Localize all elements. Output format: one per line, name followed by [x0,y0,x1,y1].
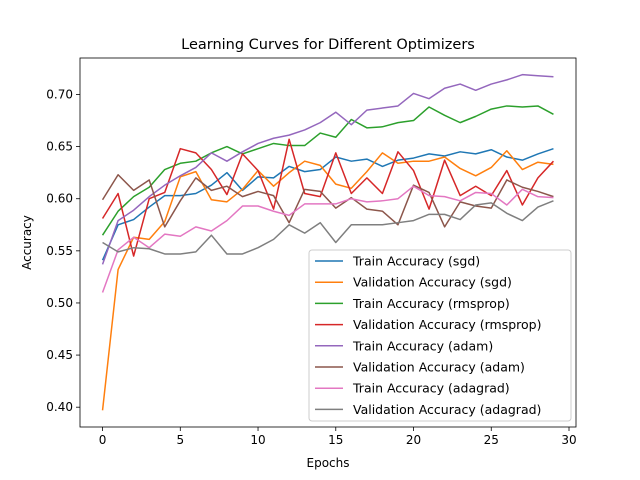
y-tick-label: 0.55 [46,244,73,258]
y-axis-label: Accuracy [20,215,34,270]
legend-label: Validation Accuracy (adam) [353,360,525,375]
x-tick-label: 0 [99,433,107,447]
legend-label: Validation Accuracy (sgd) [353,275,512,290]
plot-area-frame [79,57,577,428]
series-lines [101,73,554,411]
x-axis-label: Epochs [307,456,350,470]
series-line-6 [101,174,554,228]
legend-label: Train Accuracy (rmsprop) [352,296,510,311]
legend-label: Train Accuracy (sgd) [352,254,480,269]
x-tick-label: 10 [250,433,265,447]
chart-legend: Train Accuracy (sgd) Validation Accuracy … [308,249,572,422]
x-tick-label: 25 [484,433,499,447]
legend-label: Validation Accuracy (rmsprop) [353,317,541,332]
x-tick-label: 5 [176,433,184,447]
series-line-4 [101,138,554,257]
y-tick-label: 0.50 [46,296,73,310]
legend-box [308,249,572,422]
series-line-5 [101,73,554,265]
chart-title: Learning Curves for Different Optimizers [181,37,475,53]
legend-label: Train Accuracy (adagrad) [352,381,510,396]
series-line-1 [101,147,554,261]
y-tick-label: 0.45 [46,348,73,362]
y-tick-label: 0.40 [46,400,73,414]
y-tick-label: 0.65 [46,140,73,154]
x-tick-label: 30 [561,433,576,447]
x-tick-label: 15 [328,433,343,447]
y-tick-label: 0.60 [46,192,73,206]
series-line-7 [101,185,554,293]
y-axis-ticks: 0.40 0.45 0.50 0.55 0.60 0.65 0.70 [46,87,80,414]
series-line-3 [101,105,554,236]
x-tick-label: 20 [406,433,421,447]
legend-label: Validation Accuracy (adagrad) [353,402,541,417]
series-line-8 [102,200,554,255]
legend-label: Train Accuracy (adam) [352,338,493,353]
x-axis-ticks: 0 5 10 15 20 25 30 [99,427,577,447]
y-tick-label: 0.70 [46,87,73,101]
